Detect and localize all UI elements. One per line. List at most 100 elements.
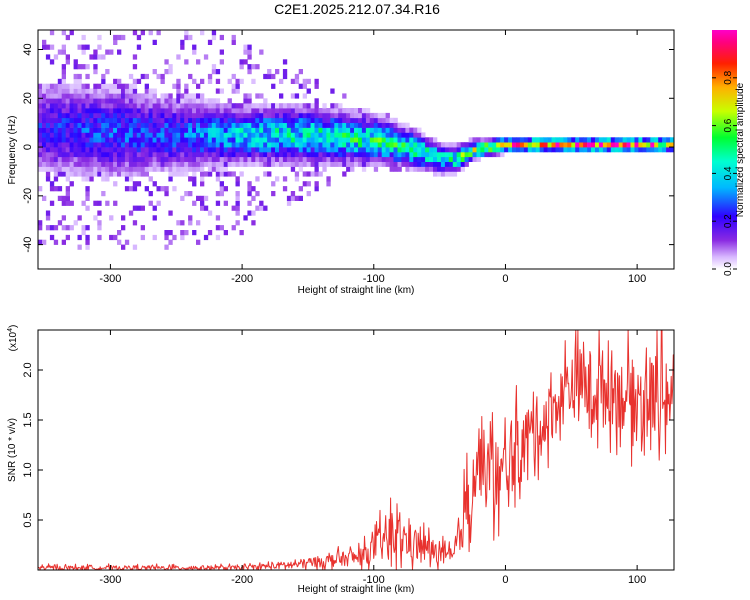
heatmap-cell <box>330 142 335 148</box>
heatmap-cell <box>113 34 118 41</box>
heatmap-cell <box>437 161 442 167</box>
heatmap-cell <box>271 161 276 167</box>
heatmap-cell <box>188 93 193 99</box>
heatmap-cell <box>622 142 627 148</box>
heatmap-cell <box>172 137 177 143</box>
heatmap-cell <box>77 161 82 167</box>
heatmap-cell <box>622 147 627 153</box>
heatmap-cell <box>429 137 434 143</box>
snr-background <box>38 330 674 570</box>
heatmap-cell <box>101 191 106 197</box>
heatmap-cell <box>267 132 272 138</box>
heatmap-cell <box>200 30 205 36</box>
heatmap-cell <box>417 137 422 143</box>
heatmap-cell <box>121 244 126 250</box>
heatmap-cell <box>373 117 379 123</box>
heatmap-cell <box>259 122 264 128</box>
heatmap-cell <box>310 151 315 158</box>
colorbar-ticks: 0.00.20.40.60.8 <box>712 70 737 276</box>
heatmap-cell <box>132 166 138 172</box>
heatmap-cell <box>271 191 276 197</box>
heatmap-cell <box>136 93 142 99</box>
heatmap-cell <box>267 117 272 123</box>
heatmap-cell <box>614 137 619 143</box>
heatmap-cell <box>89 108 94 114</box>
heatmap-cell <box>160 103 165 109</box>
heatmap-cell <box>192 156 197 162</box>
heatmap-cell <box>65 88 70 94</box>
heatmap-cell <box>306 147 311 153</box>
heatmap-cell <box>642 142 647 148</box>
heatmap-cell <box>38 166 43 172</box>
heatmap-cell <box>73 161 78 167</box>
heatmap-cell <box>156 200 161 206</box>
heatmap-cell <box>140 108 145 114</box>
heatmap-cell <box>239 137 244 143</box>
heatmap-cell <box>298 117 303 123</box>
heatmap-cell <box>144 137 149 143</box>
heatmap-cell <box>358 117 363 123</box>
heatmap-cell <box>448 147 454 153</box>
x-tick-label: 100 <box>628 574 646 586</box>
heatmap-cell <box>188 34 193 41</box>
heatmap-cell <box>117 108 122 114</box>
heatmap-cell <box>45 98 51 104</box>
heatmap-cell <box>464 161 469 167</box>
heatmap-cell <box>203 156 209 162</box>
heatmap-cell <box>346 151 351 158</box>
heatmap-cell <box>101 151 106 158</box>
heatmap-cell <box>200 78 205 84</box>
heatmap-cell <box>527 147 533 153</box>
heatmap-cell <box>188 122 193 128</box>
heatmap-cell <box>69 30 74 36</box>
heatmap-cell <box>53 127 59 133</box>
heatmap-cell <box>235 117 240 123</box>
heatmap-cell <box>263 103 268 109</box>
heatmap-cell <box>117 151 122 158</box>
heatmap-cell <box>200 112 205 119</box>
heatmap-cell <box>334 147 339 153</box>
heatmap-cell <box>397 137 402 143</box>
heatmap-cell <box>61 147 66 153</box>
heatmap-cell <box>405 156 410 162</box>
heatmap-cell <box>377 132 382 138</box>
heatmap-cell <box>567 142 572 148</box>
heatmap-cell <box>231 171 236 177</box>
heatmap-cell <box>192 108 197 114</box>
heatmap-cell <box>77 83 82 89</box>
heatmap-cell <box>196 127 201 133</box>
heatmap-cell <box>310 161 315 167</box>
heatmap-cell <box>176 147 181 153</box>
heatmap-cell <box>132 122 138 128</box>
heatmap-cell <box>551 142 556 148</box>
heatmap-cell <box>579 137 584 143</box>
heatmap-cell <box>282 108 288 114</box>
heatmap-cell <box>215 234 221 241</box>
heatmap-cell <box>132 112 138 119</box>
heatmap-cell <box>93 49 98 55</box>
heatmap-cell <box>184 108 189 114</box>
heatmap-cell <box>286 108 292 114</box>
heatmap-cell <box>156 156 161 162</box>
heatmap-cell <box>271 181 276 187</box>
heatmap-cell <box>563 137 568 143</box>
heatmap-cell <box>626 142 631 148</box>
heatmap-cell <box>109 147 114 153</box>
heatmap-cell <box>559 147 564 153</box>
heatmap-cell <box>192 171 197 177</box>
heatmap-cell <box>49 151 55 158</box>
heatmap-cell <box>275 112 280 119</box>
heatmap-cell <box>452 171 458 177</box>
heatmap-cell <box>113 137 118 143</box>
heatmap-cell <box>69 93 74 99</box>
heatmap-cell <box>132 132 138 138</box>
heatmap-cell <box>81 166 86 172</box>
heatmap-cell <box>259 205 264 211</box>
heatmap-cell <box>330 122 335 128</box>
heatmap-cell <box>658 147 663 153</box>
heatmap-cell <box>136 34 142 41</box>
heatmap-cell <box>196 151 201 158</box>
heatmap-cell <box>53 83 59 89</box>
heatmap-cell <box>314 186 319 192</box>
heatmap-cell <box>117 127 122 133</box>
